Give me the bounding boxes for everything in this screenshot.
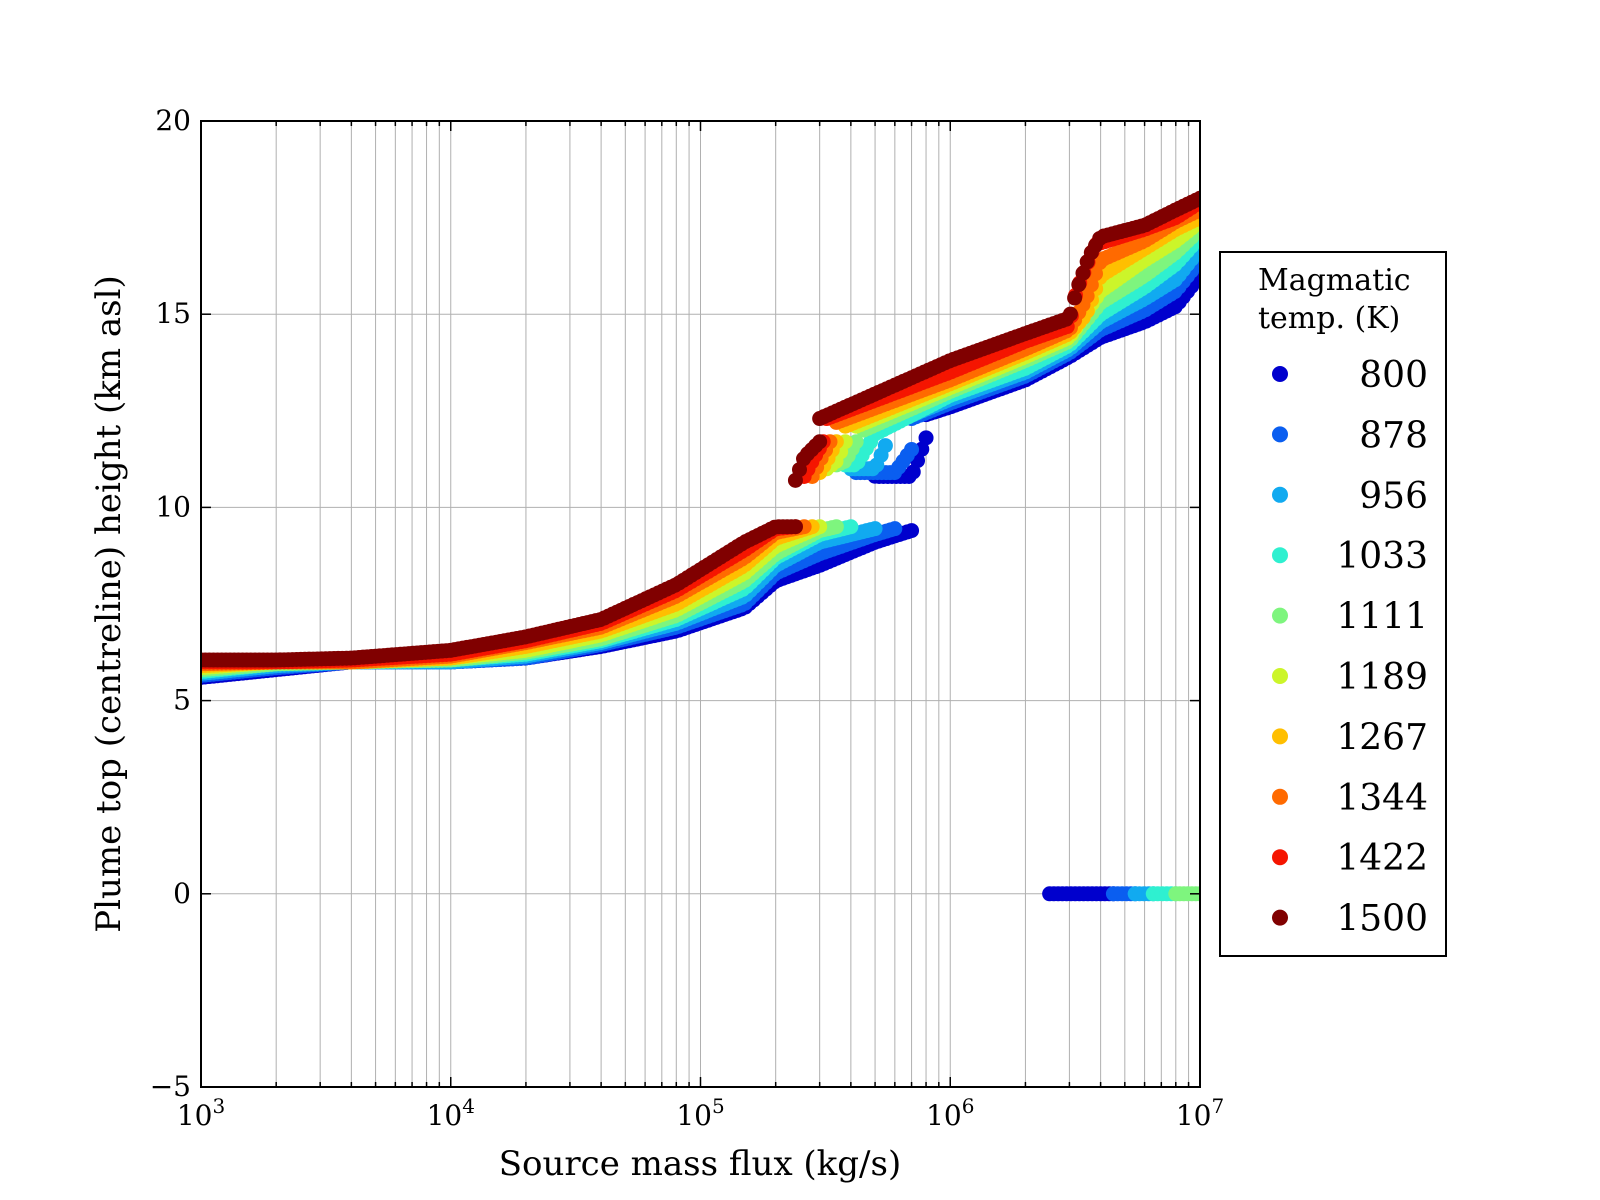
data-point [877,438,893,454]
legend-marker [1272,668,1288,684]
legend-marker [1272,909,1288,926]
legend-label: 1111 [1336,597,1428,638]
data-point [1192,190,1200,206]
legend-marker [1272,547,1288,564]
y-tick-label: −5 [150,1070,191,1103]
x-tick-label: 107 [1176,1094,1224,1132]
legend-marker [1272,728,1288,745]
axis-ticks: −5 0 5 10 15 20 103 104 105 106 107 [150,104,1224,1132]
legend-label: 1033 [1336,536,1428,577]
legend-marker [1272,486,1288,503]
data-point [812,434,828,450]
legend-title-line-1: Magmatic [1258,263,1411,298]
data-point [828,519,844,535]
y-tick-label: 5 [173,684,191,717]
x-tick-label: 105 [676,1094,724,1132]
legend-label: 1500 [1336,899,1428,940]
data-point [867,521,883,537]
y-tick-label: 15 [155,297,191,330]
data-point [887,521,903,537]
legend-marker [1272,607,1288,624]
data-point [1071,277,1087,293]
x-tick-label: 103 [177,1094,225,1132]
legend-marker [1272,788,1288,805]
data-point [843,519,859,535]
y-tick-label: 0 [173,877,191,910]
x-tick-label: 106 [926,1094,974,1132]
data-point [905,464,921,480]
x-axis-label: Source mass flux (kg/s) [499,1144,901,1184]
legend: Magmatic temp. (K) 800 878 956 1033 1111 1189… [1219,251,1447,957]
data-point [1067,290,1083,306]
data-point [904,441,920,457]
data-point [787,519,803,535]
legend-entries: 800 878 956 1033 1111 1189 1267 1344 1422 1500 [1272,355,1428,940]
x-tick-label: 104 [427,1094,475,1132]
legend-label: 1267 [1336,717,1428,758]
legend-marker [1272,426,1288,443]
y-tick-label: 20 [155,104,191,137]
legend-label: 956 [1359,476,1428,517]
data-point [904,523,920,539]
legend-label: 800 [1359,355,1428,396]
data-point [918,430,934,446]
legend-marker [1272,849,1288,866]
data-point [1062,306,1078,322]
legend-label: 1189 [1336,657,1428,698]
legend-label: 878 [1359,415,1428,456]
legend-label: 1422 [1336,838,1428,879]
legend-label: 1344 [1336,778,1428,819]
scatter-points [201,190,1200,902]
legend-box [1219,251,1447,957]
y-tick-label: 10 [155,490,191,523]
y-axis-label: Plume top (centreline) height (km asl) [89,275,129,933]
data-point [1075,265,1091,281]
data-point [848,434,864,450]
legend-marker [1272,366,1288,382]
legend-title-line-2: temp. (K) [1258,301,1400,336]
